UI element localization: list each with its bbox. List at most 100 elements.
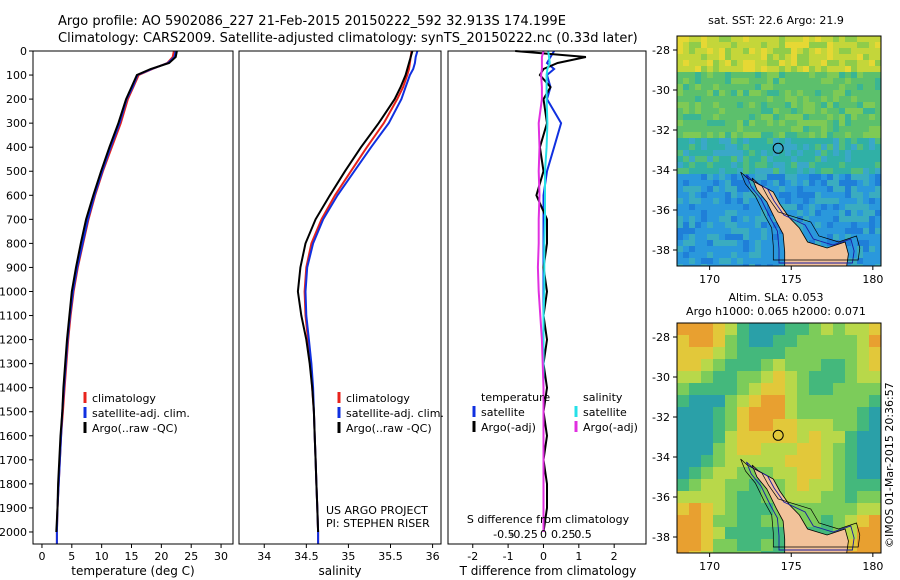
field-cell (845, 126, 851, 132)
field-cell (707, 144, 713, 150)
field-cell (689, 443, 701, 455)
field-cell (845, 186, 851, 192)
field-cell (869, 150, 875, 156)
field-cell (695, 240, 701, 246)
field-cell (713, 198, 719, 204)
field-cell (707, 48, 713, 54)
field-cell (731, 216, 737, 222)
field-cell (701, 347, 713, 359)
field-cell (857, 84, 863, 90)
lon-tick-label: 170 (699, 560, 720, 573)
field-cell (821, 222, 827, 228)
field-cell (737, 479, 749, 491)
depth-tick-label: 800 (6, 237, 27, 250)
field-cell (875, 210, 881, 216)
shelf-contour (745, 461, 855, 551)
field-cell (869, 192, 875, 198)
depth-tick-label: 400 (6, 141, 27, 154)
field-cell (797, 78, 803, 84)
field-cell (803, 114, 809, 120)
field-cell (761, 264, 767, 266)
field-cell (869, 264, 875, 266)
field-cell (791, 132, 797, 138)
field-cell (869, 60, 875, 66)
field-cell (779, 48, 785, 54)
field-cell (869, 132, 875, 138)
field-cell (767, 228, 773, 234)
field-cell (755, 36, 761, 42)
field-cell (707, 240, 713, 246)
field-cell (851, 264, 857, 266)
field-cell (785, 72, 791, 78)
field-cell (725, 527, 737, 539)
field-cell (857, 162, 863, 168)
field-cell (803, 54, 809, 60)
field-cell (749, 216, 755, 222)
field-cell (731, 204, 737, 210)
field-cell (869, 48, 875, 54)
field-cell (785, 96, 791, 102)
field-cell (845, 198, 851, 204)
field-cell (869, 204, 875, 210)
field-cell (695, 72, 701, 78)
field-cell (869, 138, 875, 144)
field-cell (773, 359, 785, 371)
field-cell (845, 246, 851, 252)
field-cell (725, 395, 737, 407)
field-cell (743, 66, 749, 72)
field-cell (755, 90, 761, 96)
field-cell (731, 60, 737, 66)
field-cell (725, 551, 737, 553)
field-cell (677, 150, 683, 156)
field-cell (797, 126, 803, 132)
field-cell (761, 150, 767, 156)
field-cell (797, 198, 803, 204)
field-cell (875, 54, 881, 60)
field-cell (713, 240, 719, 246)
field-cell (797, 48, 803, 54)
field-cell (713, 132, 719, 138)
field-cell (707, 108, 713, 114)
field-cell (851, 210, 857, 216)
field-cell (677, 234, 683, 240)
field-cell (827, 102, 833, 108)
field-cell (803, 234, 809, 240)
field-cell (785, 162, 791, 168)
field-cell (683, 216, 689, 222)
x-tick-label: 35 (341, 550, 355, 563)
field-cell (821, 180, 827, 186)
field-cell (857, 347, 869, 359)
field-cell (689, 359, 701, 371)
field-cell (809, 54, 815, 60)
sst-map-title: sat. SST: 22.6 Argo: 21.9 (708, 14, 844, 27)
field-cell (785, 66, 791, 72)
x-tick-label: 25 (184, 550, 198, 563)
field-cell (713, 72, 719, 78)
field-cell (809, 503, 821, 515)
field-cell (809, 66, 815, 72)
field-cell (875, 162, 881, 168)
field-cell (725, 419, 737, 431)
shelf-contour (745, 174, 855, 264)
field-cell (857, 198, 863, 204)
field-cell (761, 90, 767, 96)
field-cell (833, 60, 839, 66)
field-cell (683, 234, 689, 240)
field-cell (677, 455, 689, 467)
field-cell (821, 371, 833, 383)
field-cell (737, 186, 743, 192)
field-cell (863, 246, 869, 252)
field-cell (713, 96, 719, 102)
field-cell (815, 162, 821, 168)
field-cell (857, 479, 869, 491)
field-cell (851, 174, 857, 180)
field-cell (797, 443, 809, 455)
field-cell (743, 72, 749, 78)
field-cell (719, 234, 725, 240)
field-cell (875, 264, 881, 266)
field-cell (875, 102, 881, 108)
field-cell (761, 228, 767, 234)
field-cell (761, 174, 767, 180)
field-cell (875, 198, 881, 204)
field-cell (713, 371, 725, 383)
